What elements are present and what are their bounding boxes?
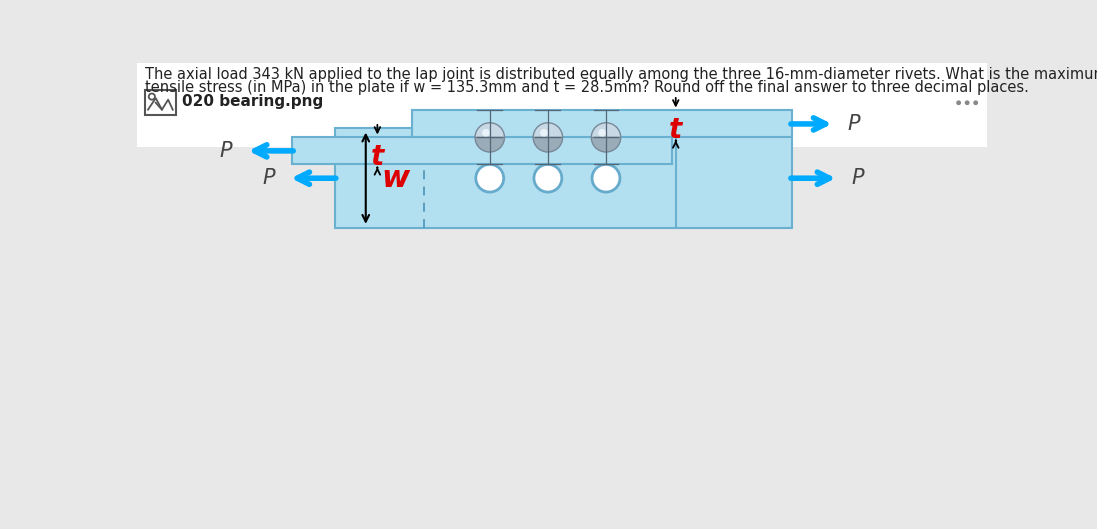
Text: P: P	[851, 168, 864, 188]
Text: w: w	[382, 163, 409, 193]
Circle shape	[540, 129, 547, 136]
FancyBboxPatch shape	[145, 90, 176, 115]
Text: t: t	[371, 142, 384, 170]
Circle shape	[957, 101, 960, 104]
Circle shape	[965, 101, 969, 104]
Text: P: P	[848, 114, 860, 134]
FancyBboxPatch shape	[335, 128, 792, 228]
Circle shape	[482, 129, 489, 136]
Wedge shape	[591, 138, 621, 152]
Wedge shape	[475, 123, 505, 138]
Text: P: P	[219, 141, 233, 161]
Text: 020 bearing.png: 020 bearing.png	[182, 95, 324, 110]
Wedge shape	[591, 123, 621, 138]
Wedge shape	[533, 123, 563, 138]
Text: t: t	[669, 115, 682, 143]
Wedge shape	[475, 138, 505, 152]
FancyBboxPatch shape	[412, 111, 792, 138]
Circle shape	[592, 165, 620, 192]
Circle shape	[534, 165, 562, 192]
Text: tensile stress (in MPa) in the plate if w = 135.3mm and t = 28.5mm? Round off th: tensile stress (in MPa) in the plate if …	[145, 80, 1029, 95]
Text: The axial load 343 kN applied to the lap joint is distributed equally among the : The axial load 343 kN applied to the lap…	[145, 67, 1097, 81]
FancyBboxPatch shape	[137, 63, 987, 148]
Circle shape	[974, 101, 977, 104]
Circle shape	[476, 165, 504, 192]
Wedge shape	[533, 138, 563, 152]
Text: P: P	[262, 168, 275, 188]
FancyBboxPatch shape	[292, 138, 671, 165]
Circle shape	[598, 129, 606, 136]
